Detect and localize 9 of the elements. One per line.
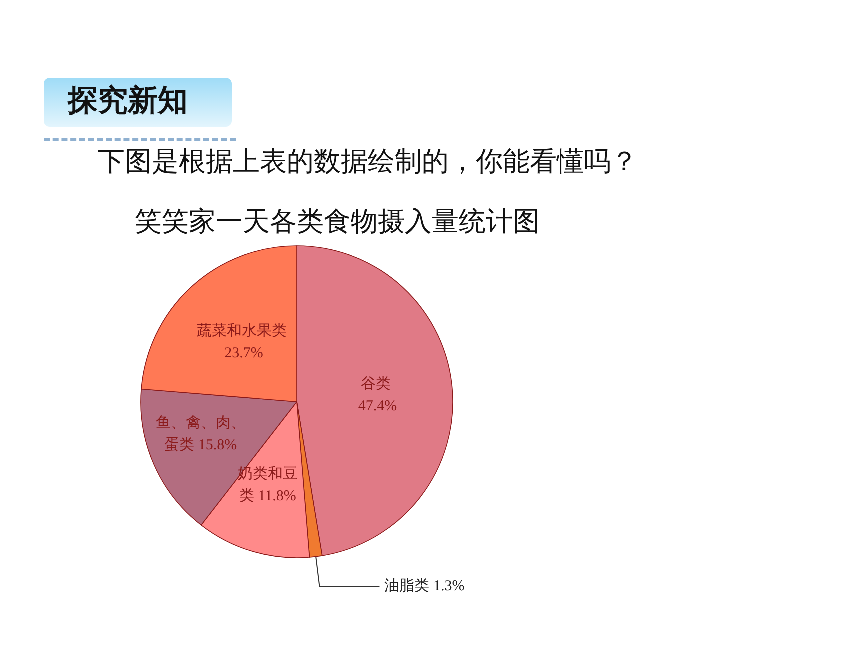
text: 探究新知 — [67, 84, 188, 118]
data-label: 23.7% — [220, 345, 264, 362]
slice-label: 油脂类 1.3% — [384, 578, 465, 595]
data-label: 47.4% — [358, 398, 398, 414]
chart-title: 笑笑家一天各类食物摄入量统计图 — [135, 206, 540, 236]
slice-label: 谷类 — [360, 375, 395, 392]
slice-label: 鱼、禽、肉、蛋类 15.8% — [156, 414, 246, 454]
text: 下图是根据上表的数据绘制的，你能看懂吗？ — [98, 146, 638, 176]
slice-label: 蔬菜和水果类 — [197, 322, 288, 340]
